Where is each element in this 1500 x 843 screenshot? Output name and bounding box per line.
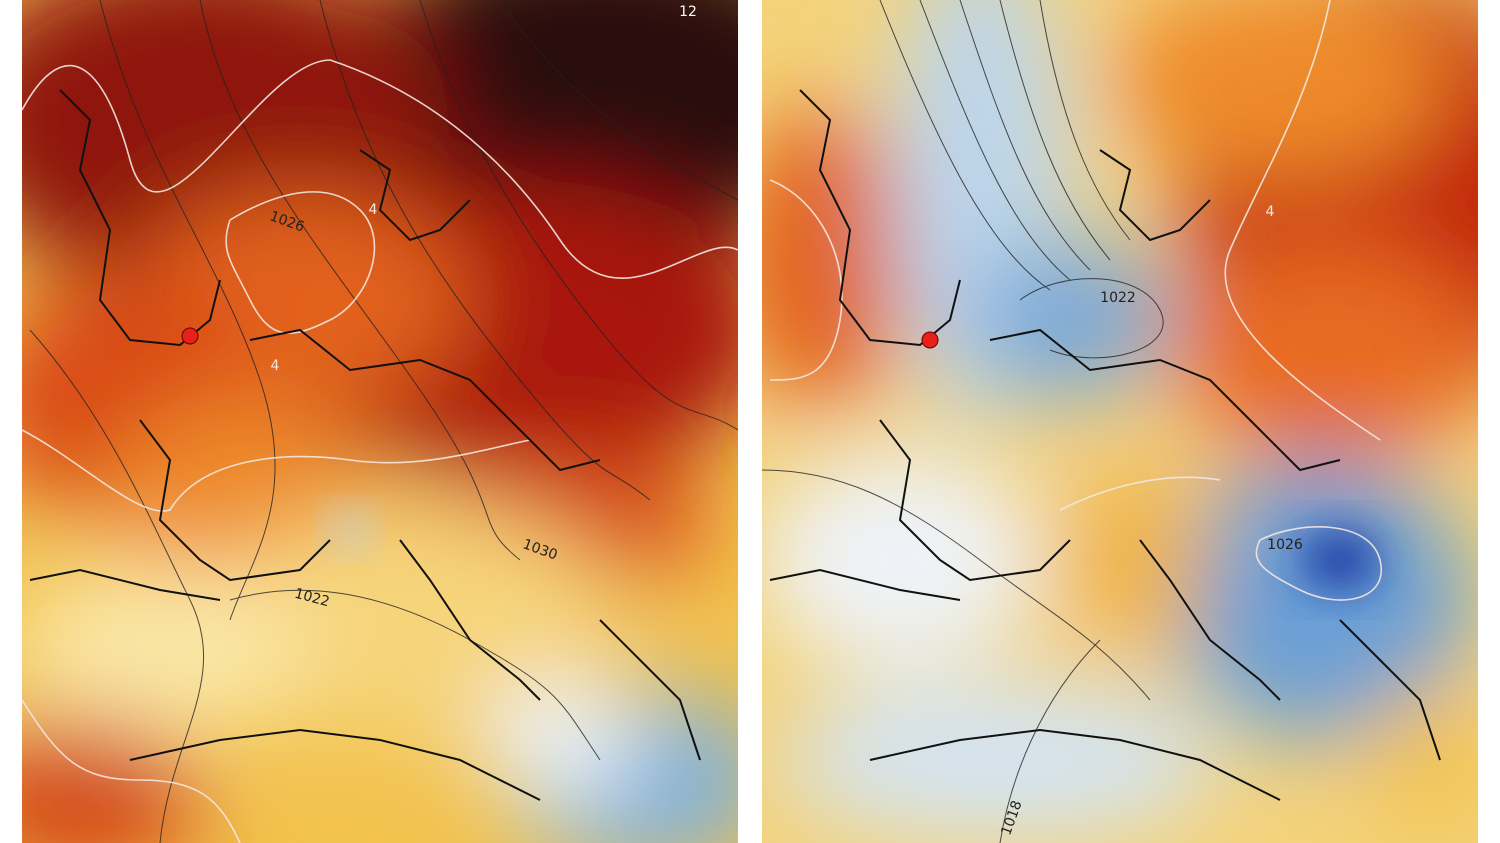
contour-label: 12 xyxy=(679,4,697,20)
contour-label: 4 xyxy=(271,358,280,374)
location-marker xyxy=(181,327,199,345)
location-marker xyxy=(921,331,939,349)
contour-label: 4 xyxy=(1266,204,1275,220)
contour-label: 1026 xyxy=(1267,537,1303,553)
contour-label: 1022 xyxy=(1100,290,1136,306)
contour-label: 4 xyxy=(369,202,378,218)
